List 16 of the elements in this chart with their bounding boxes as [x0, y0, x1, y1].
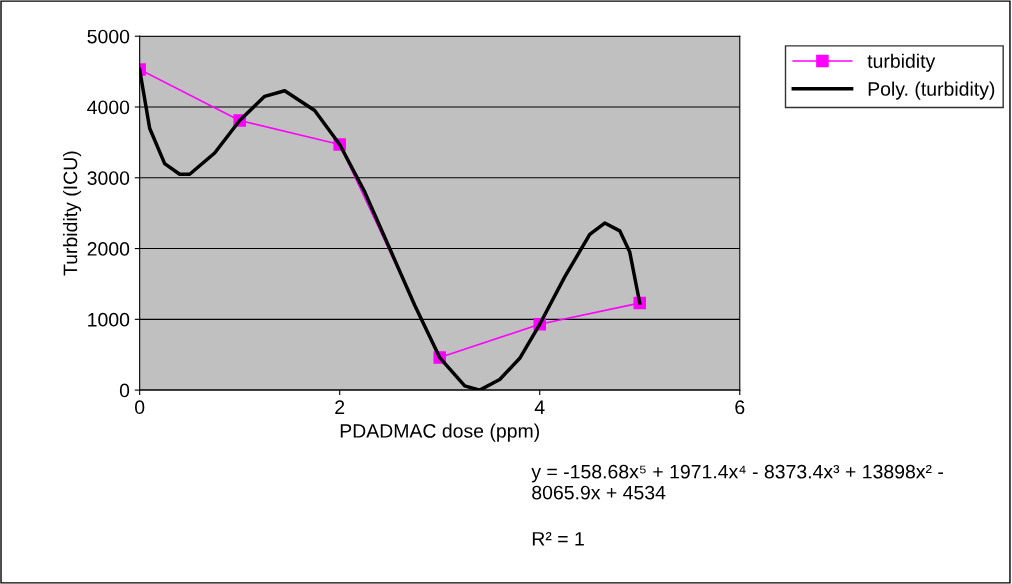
x-tick-label: 6 — [735, 400, 745, 415]
x-tick-label: 2 — [335, 400, 345, 414]
text: R² = 1 — [532, 532, 584, 546]
y-axis-title: Turbidity (ICU) — [63, 151, 82, 276]
y-tick-label: 2000 — [87, 242, 130, 256]
text: y = -158.68x⁵ + 1971.4x⁴ - 8373.4x³ + 13898x² - 8065.9x + 4534 — [531, 464, 944, 500]
y-tick-label: 4000 — [87, 100, 130, 115]
y-tick-label: 0 — [119, 383, 130, 398]
legend-label: turbidity — [867, 53, 936, 72]
x-tick-label: 0 — [135, 400, 145, 415]
y-tick-label: 5000 — [87, 29, 130, 44]
y-tick-label: 3000 — [87, 171, 130, 186]
x-tick-label: 4 — [534, 400, 545, 414]
y-tick-label: 1000 — [88, 312, 130, 327]
legend-label: Poly. (turbidity) — [868, 81, 995, 100]
x-axis-title: PDADMAC dose (ppm) — [340, 423, 539, 442]
